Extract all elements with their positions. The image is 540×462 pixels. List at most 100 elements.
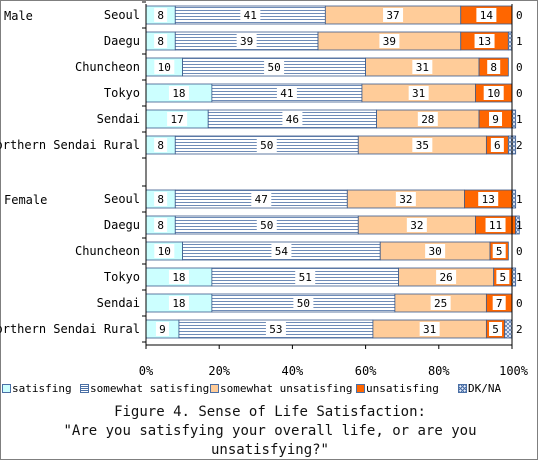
bar-female-northern-sendai-rural-dk-na: [504, 319, 513, 339]
bar-female-tokyo-satisfing-label-bg: [168, 270, 189, 284]
bar-female-sendai-unsatisfing-label-bg: [492, 296, 506, 310]
legend-swatch-unsatisfing: [356, 384, 365, 393]
bar-male-seoul-dk-na-label: 0: [516, 9, 523, 22]
legend-swatch-dk-na: [458, 384, 467, 393]
category-label-male-chuncheon: Chuncheon: [75, 60, 140, 74]
bar-male-daegu-dk-na-label: 1: [516, 35, 523, 48]
bar-female-chuncheon-somewhat-satisfing-label: 54: [275, 245, 289, 258]
bar-female-sendai-somewhat-satisfing-label: 50: [297, 297, 310, 310]
bar-female-tokyo-satisfing-label: 18: [172, 271, 185, 284]
bar-female-sendai-somewhat-satisfing-label-bg: [293, 296, 314, 310]
bar-male-northern-sendai-rural-dk-na-label: 2: [516, 139, 523, 152]
bar-female-daegu-somewhat-satisfing-label: 50: [260, 219, 273, 232]
x-tick-label-20: 20%: [208, 364, 230, 378]
bar-male-daegu-somewhat-satisfing-label: 39: [240, 35, 253, 48]
bar-female-seoul-somewhat-satisfing-label-bg: [251, 192, 272, 206]
bar-male-seoul-somewhat-satisfing-label: 41: [244, 9, 257, 22]
bar-male-chuncheon-satisfing-label-bg: [154, 60, 175, 74]
bar-male-daegu-satisfing-label-bg: [154, 34, 168, 48]
bar-male-sendai-somewhat-satisfing-label-bg: [282, 112, 303, 126]
legend-swatch-satisfing: [2, 384, 11, 393]
bar-male-sendai-satisfing-label: 17: [170, 113, 183, 126]
legend-swatch-somewhat-satisfing: [80, 384, 89, 393]
x-tick-label-60: 60%: [355, 364, 377, 378]
bar-female-sendai-satisfing-label: 18: [172, 297, 185, 310]
bar-female-sendai-dk-na-label: 0: [516, 297, 523, 310]
bar-male-chuncheon-somewhat-unsatisfing-label-bg: [412, 60, 433, 74]
bar-male-sendai-dk-na-label: 1: [516, 113, 523, 126]
bar-female-daegu-satisfing-label: 8: [157, 219, 164, 232]
bar-female-northern-sendai-rural-dk-na-label: 2: [516, 323, 523, 336]
bar-male-northern-sendai-rural-satisfing-label-bg: [154, 138, 168, 152]
x-tick-label-0: 0%: [139, 364, 154, 378]
bar-male-tokyo-satisfing-label-bg: [168, 86, 189, 100]
bar-female-northern-sendai-rural-satisfing-label: 9: [159, 323, 166, 336]
bar-female-tokyo-somewhat-satisfing-label: 51: [299, 271, 312, 284]
bar-female-daegu-somewhat-unsatisfing-label: 32: [410, 219, 423, 232]
bar-male-chuncheon-unsatisfing-label: 8: [490, 61, 497, 74]
bar-female-chuncheon-unsatisfing-label: 5: [496, 245, 503, 258]
bar-female-seoul-satisfing-label: 8: [157, 193, 164, 206]
bar-male-sendai-somewhat-unsatisfing-label-bg: [417, 112, 438, 126]
bar-male-chuncheon-somewhat-satisfing-label-bg: [264, 60, 285, 74]
bar-female-northern-sendai-rural-unsatisfing-label: 5: [492, 323, 499, 336]
category-label-female-daegu: Daegu: [104, 218, 140, 232]
category-label-male-northern-sendai-rural: Northern Sendai Rural: [0, 138, 140, 152]
bar-female-seoul-somewhat-unsatisfing-label-bg: [395, 192, 416, 206]
bar-male-northern-sendai-rural-somewhat-unsatisfing-label: 35: [416, 139, 429, 152]
bar-female-northern-sendai-rural-unsatisfing-label-bg: [489, 322, 503, 336]
bar-female-daegu-unsatisfing-label-bg: [485, 218, 506, 232]
bar-female-northern-sendai-rural-somewhat-satisfing-label-bg: [265, 322, 286, 336]
bar-female-northern-sendai-rural-somewhat-unsatisfing-label: 31: [423, 323, 436, 336]
bar-male-sendai-unsatisfing-label-bg: [489, 112, 503, 126]
caption-line-2: "Are you satisfying your overall life, o…: [63, 423, 477, 439]
legend-label-dk-na: DK/NA: [468, 382, 502, 395]
bar-female-northern-sendai-rural-somewhat-satisfing-label: 53: [269, 323, 282, 336]
bar-female-tokyo-unsatisfing-label: 5: [500, 271, 507, 284]
bar-female-chuncheon-somewhat-satisfing-label-bg: [271, 244, 292, 258]
bar-female-chuncheon-somewhat-unsatisfing-label: 30: [429, 245, 442, 258]
bar-female-sendai-satisfing-label-bg: [168, 296, 189, 310]
bar-female-northern-sendai-rural-satisfing-label-bg: [155, 322, 169, 336]
bar-male-tokyo-unsatisfing-label: 10: [487, 87, 500, 100]
legend-label-somewhat-satisfing: somewhat satisfing: [90, 382, 210, 395]
bar-female-daegu-somewhat-satisfing-label-bg: [256, 218, 277, 232]
bar-male-daegu-dk-na: [507, 31, 513, 51]
bar-male-sendai-satisfing-label-bg: [167, 112, 188, 126]
group-label-male: Male: [4, 9, 33, 23]
bar-female-seoul-somewhat-satisfing-label: 47: [255, 193, 268, 206]
category-label-male-tokyo: Tokyo: [104, 86, 140, 100]
bar-female-tokyo-somewhat-unsatisfing-label-bg: [436, 270, 457, 284]
x-tick-label-40: 40%: [282, 364, 304, 378]
category-label-female-tokyo: Tokyo: [104, 270, 140, 284]
bar-female-daegu-somewhat-unsatisfing-label-bg: [406, 218, 427, 232]
bar-female-seoul-unsatisfing-label: 13: [482, 193, 495, 206]
bar-male-tokyo-somewhat-satisfing-label-bg: [276, 86, 297, 100]
category-label-male-seoul: Seoul: [104, 8, 140, 22]
caption-line-1: Figure 4. Sense of Life Satisfaction:: [114, 404, 426, 420]
bar-male-sendai-somewhat-satisfing-label: 46: [286, 113, 299, 126]
bar-male-daegu-satisfing-label: 8: [157, 35, 164, 48]
bar-male-seoul-unsatisfing-label: 14: [480, 9, 494, 22]
bar-female-seoul-unsatisfing-label-bg: [478, 192, 499, 206]
bar-male-daegu-somewhat-unsatisfing-label: 39: [383, 35, 396, 48]
bar-female-tokyo-unsatisfing-label-bg: [496, 270, 510, 284]
bar-female-sendai-unsatisfing-label: 7: [496, 297, 503, 310]
bar-male-seoul-satisfing-label: 8: [157, 9, 164, 22]
bar-male-chuncheon-somewhat-satisfing-label: 50: [267, 61, 280, 74]
legend-item-satisfing: satisfing: [2, 382, 72, 396]
legend-item-unsatisfing: unsatisfing: [356, 382, 439, 396]
bar-female-seoul-dk-na-label: 1: [516, 193, 523, 206]
bar-female-daegu-dk-na-label: 1: [516, 219, 523, 232]
bar-male-chuncheon-dk-na-label: 0: [516, 61, 523, 74]
legend-label-satisfing: satisfing: [12, 382, 72, 395]
bar-male-northern-sendai-rural-somewhat-satisfing-label: 50: [260, 139, 273, 152]
bar-male-northern-sendai-rural-unsatisfing-label: 6: [494, 139, 501, 152]
bar-male-northern-sendai-rural-somewhat-satisfing-label-bg: [256, 138, 277, 152]
x-tick-label-80: 80%: [428, 364, 450, 378]
bar-female-tokyo-somewhat-satisfing-label-bg: [295, 270, 316, 284]
caption-line-3: unsatisfying?": [210, 442, 329, 458]
group-label-female: Female: [4, 193, 47, 207]
